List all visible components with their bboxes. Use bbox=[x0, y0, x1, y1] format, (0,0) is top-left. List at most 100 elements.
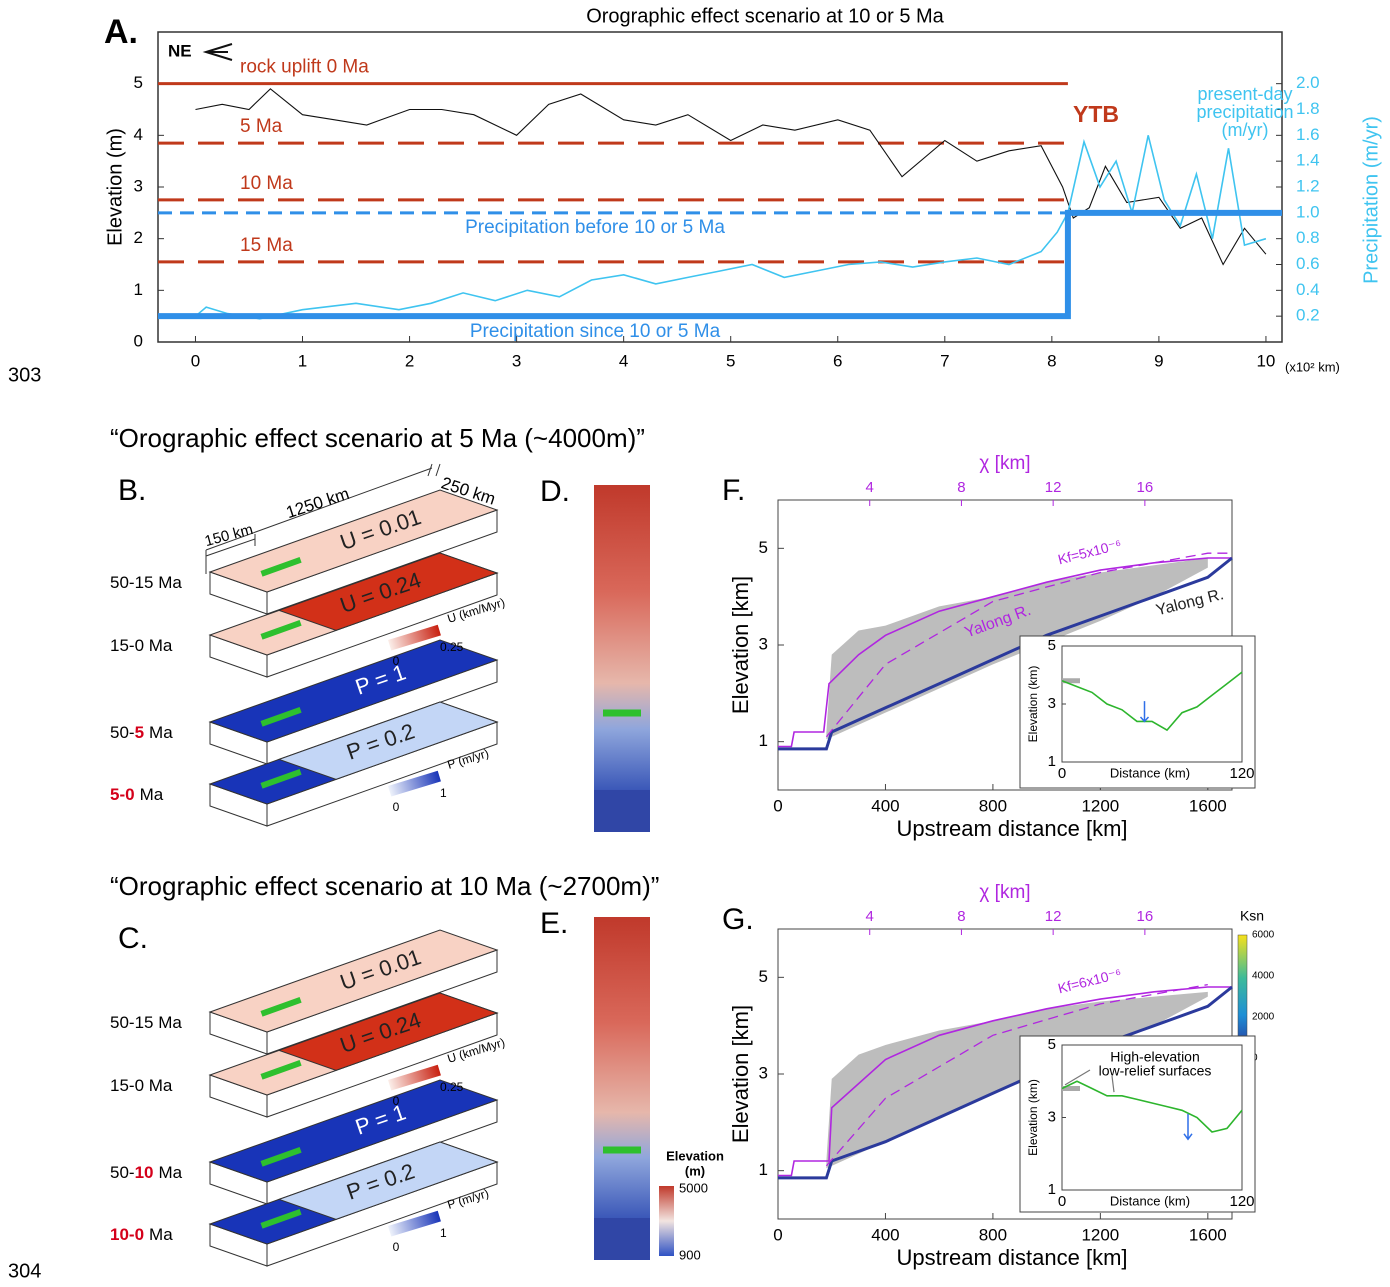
y-tick-label: 5 bbox=[134, 73, 143, 92]
colorbar bbox=[388, 1210, 441, 1237]
x-tick-label: 0 bbox=[773, 796, 782, 815]
time-part: Ma bbox=[149, 723, 173, 742]
time-part: 10 bbox=[135, 1163, 154, 1182]
uplift-label: 10 Ma bbox=[240, 173, 293, 194]
colorbar-tick: 1 bbox=[440, 786, 447, 800]
colorbar-tick: 0.25 bbox=[440, 1080, 464, 1094]
y-tick-label: 1 bbox=[759, 731, 768, 750]
x-tick-label: 800 bbox=[979, 796, 1007, 815]
slab-zone bbox=[277, 1141, 499, 1220]
inset-box bbox=[1019, 635, 1256, 789]
kf-label: Kf=6x10⁻⁶ bbox=[1056, 965, 1123, 996]
panel-label: C. bbox=[118, 922, 148, 955]
y-tick-label: 1 bbox=[134, 280, 143, 299]
time-label: 5-0 Ma bbox=[110, 785, 164, 804]
x-tick-label: 6 bbox=[833, 351, 842, 370]
x-tick-label: 1600 bbox=[1189, 1225, 1227, 1244]
y2-tick-label: 1.2 bbox=[1296, 176, 1320, 195]
time-part: 15-0 Ma bbox=[110, 636, 173, 655]
uplift-label: 15 Ma bbox=[240, 235, 293, 256]
y2-tick-label: 1.0 bbox=[1296, 202, 1320, 221]
x-tick-label: 120 bbox=[1229, 765, 1254, 782]
station-marker bbox=[260, 997, 302, 1017]
colorbar-tick: 0 bbox=[393, 800, 400, 814]
y-tick-label: 3 bbox=[134, 176, 143, 195]
dimension-label: 1250 km bbox=[284, 484, 352, 522]
chi-tick-label: 8 bbox=[957, 479, 965, 496]
panel-label: A. bbox=[104, 13, 138, 51]
time-part: 50-15 Ma bbox=[110, 573, 182, 592]
y2-tick-label: 1.8 bbox=[1296, 99, 1320, 118]
x-tick-label: 1600 bbox=[1189, 796, 1227, 815]
x-tick-label: 7 bbox=[940, 351, 949, 370]
y2-tick-label: 1.6 bbox=[1296, 125, 1320, 144]
y-tick-label: 3 bbox=[1048, 1108, 1056, 1125]
precip-step bbox=[158, 209, 1282, 320]
x-tick-label: 10 bbox=[1256, 351, 1275, 370]
x-tick-label: 0 bbox=[1058, 1193, 1066, 1210]
uplift-label: rock uplift 0 Ma bbox=[240, 57, 369, 78]
precip-annotation: (m/yr) bbox=[1222, 120, 1269, 140]
time-part: Ma bbox=[149, 1225, 173, 1244]
chi-tick-label: 12 bbox=[1045, 908, 1062, 925]
x-tick-label: 1 bbox=[298, 351, 307, 370]
inset-annotation: low-relief surfaces bbox=[1099, 1063, 1212, 1079]
kf-model-line bbox=[825, 552, 1232, 738]
plot-frame bbox=[157, 31, 1283, 343]
scenario-heading: “Orographic effect scenario at 10 Ma (~2… bbox=[110, 871, 659, 901]
river-profile bbox=[778, 985, 1233, 1180]
inset-x-label: Distance (km) bbox=[1110, 1193, 1190, 1208]
annotation-arrow bbox=[1064, 1069, 1115, 1093]
colorbar-tick: 0 bbox=[393, 654, 400, 668]
colorbar-tick: 0 bbox=[393, 1240, 400, 1254]
station-marker bbox=[260, 557, 302, 577]
station-marker bbox=[260, 1147, 302, 1167]
time-label: 50-5 Ma bbox=[110, 723, 173, 742]
inset-profile bbox=[1061, 1080, 1243, 1133]
colorbar bbox=[388, 1064, 441, 1091]
colorbar bbox=[388, 770, 441, 797]
x-tick-label: 4 bbox=[619, 351, 628, 370]
trunk-arrow bbox=[1139, 701, 1150, 723]
time-part: 5-0 bbox=[110, 785, 135, 804]
time-part: 50- bbox=[110, 1163, 135, 1182]
precip-annotation: precipitation bbox=[1196, 102, 1293, 122]
y2-tick-label: 0.6 bbox=[1296, 254, 1320, 273]
y-tick-label: 3 bbox=[1048, 695, 1056, 712]
time-part: Ma bbox=[140, 785, 164, 804]
x-tick-label: 120 bbox=[1229, 1193, 1254, 1210]
time-label: 15-0 Ma bbox=[110, 1076, 173, 1095]
precip-annotation: present-day bbox=[1197, 84, 1292, 104]
scenario-heading: “Orographic effect scenario at 5 Ma (~40… bbox=[110, 423, 645, 453]
basin-label: YTB bbox=[1073, 101, 1119, 127]
chi-axis-label: χ [km] bbox=[979, 882, 1030, 903]
colorbar-tick: 1 bbox=[440, 1226, 447, 1240]
inset-annotation: High-elevation bbox=[1110, 1049, 1200, 1065]
station-marker bbox=[260, 769, 302, 789]
x-tick-label: 8 bbox=[1047, 351, 1056, 370]
colorbar-tick: 0.25 bbox=[440, 640, 464, 654]
profile-line bbox=[195, 88, 1267, 266]
slab-zone bbox=[277, 552, 499, 631]
y-tick-label: 5 bbox=[1048, 637, 1056, 654]
colorbar-tick: 0 bbox=[393, 1094, 400, 1108]
kf-model-line bbox=[825, 983, 1208, 1167]
slab-zone bbox=[277, 992, 499, 1071]
direction-label: NE bbox=[168, 41, 192, 60]
uplift-label: 5 Ma bbox=[240, 116, 283, 137]
time-label: 10-0 Ma bbox=[110, 1225, 173, 1244]
inset-x-label: Distance (km) bbox=[1110, 765, 1190, 780]
map-foreland bbox=[594, 1218, 650, 1260]
station-marker bbox=[260, 707, 302, 727]
y-tick-label: 4 bbox=[134, 125, 143, 144]
chi-tick-label: 12 bbox=[1045, 479, 1062, 496]
chi-tick-label: 4 bbox=[866, 908, 874, 925]
line-number: 303 bbox=[8, 364, 41, 386]
kf-label: Kf=5x10⁻⁶ bbox=[1056, 536, 1123, 567]
chi-axis-label: χ [km] bbox=[979, 453, 1030, 474]
precip-label: Precipitation before 10 or 5 Ma bbox=[465, 217, 725, 238]
panel-label: D. bbox=[540, 475, 570, 508]
y-tick-label: 1 bbox=[1048, 753, 1056, 770]
river-profile bbox=[778, 556, 1233, 751]
